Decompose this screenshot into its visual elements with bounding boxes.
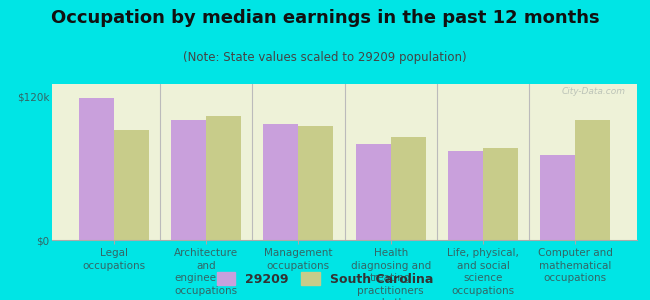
Text: City-Data.com: City-Data.com — [562, 87, 625, 96]
Bar — [540, 155, 575, 240]
Bar — [114, 130, 149, 240]
Bar — [575, 120, 610, 240]
Bar — [79, 98, 114, 240]
Legend: 29209, South Carolina: 29209, South Carolina — [211, 267, 439, 291]
Bar — [263, 124, 298, 240]
Bar — [391, 137, 426, 240]
Text: Occupation by median earnings in the past 12 months: Occupation by median earnings in the pas… — [51, 9, 599, 27]
Bar — [448, 151, 483, 240]
Bar — [298, 126, 333, 240]
Bar — [206, 116, 241, 240]
Text: (Note: State values scaled to 29209 population): (Note: State values scaled to 29209 popu… — [183, 51, 467, 64]
Bar — [171, 120, 206, 240]
Bar — [356, 144, 391, 240]
Bar — [483, 148, 518, 240]
